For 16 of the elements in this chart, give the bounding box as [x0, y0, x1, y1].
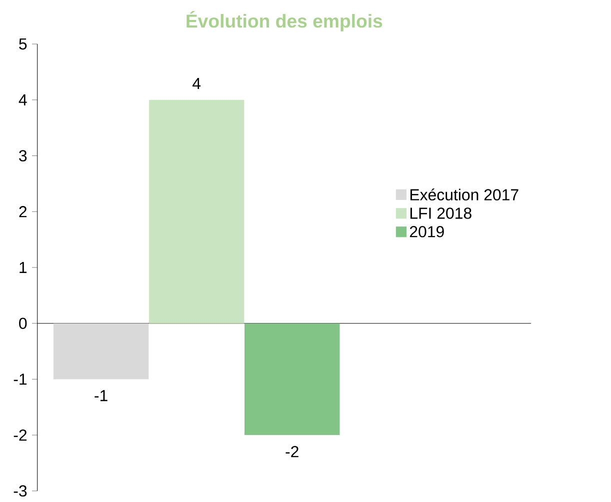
- y-tick-label: 0: [19, 318, 27, 330]
- data-label: -1: [94, 390, 108, 402]
- y-tick-label: -3: [14, 485, 27, 497]
- y-tick-label: 2: [19, 206, 27, 218]
- y-tick-label: 5: [19, 38, 27, 50]
- data-label: 4: [192, 78, 201, 90]
- y-tick-label: 4: [18, 94, 27, 106]
- legend-label: Exécution 2017: [410, 188, 518, 201]
- legend-label: LFI 2018: [410, 208, 472, 220]
- y-tick-label: 3: [19, 150, 27, 162]
- y-tick-label: -1: [14, 374, 27, 385]
- y-tick-label: 1: [20, 262, 27, 274]
- legend-label: 2019: [410, 226, 444, 238]
- y-tick-label: -2: [14, 430, 27, 441]
- data-label: -2: [286, 446, 298, 458]
- chart-title: Évolution des emplois: [186, 11, 382, 32]
